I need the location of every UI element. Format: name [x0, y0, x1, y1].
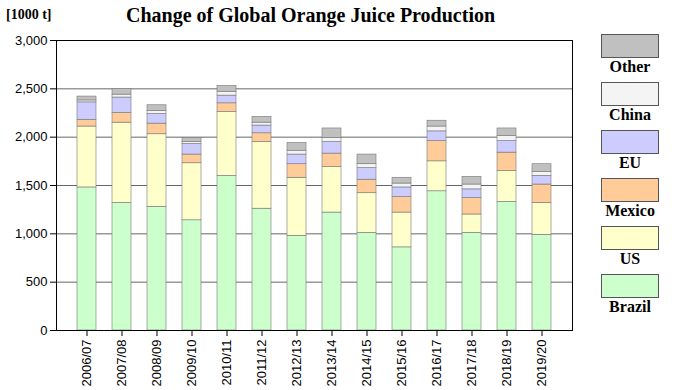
svg-text:1,500: 1,500 [15, 178, 48, 193]
html-text:[1000 t]: [1000 t] [6, 7, 52, 22]
svg-text:2013/14: 2013/14 [324, 340, 339, 387]
html-text:Other: Other [609, 58, 651, 75]
html-text:EU: EU [618, 154, 642, 171]
html-text:US: US [619, 250, 641, 267]
html-text:Brazil: Brazil [609, 298, 651, 315]
svg-text:1,000: 1,000 [15, 226, 48, 241]
svg-text:2016/17: 2016/17 [429, 340, 444, 387]
svg-text:3,000: 3,000 [15, 33, 48, 48]
svg-text:2011/12: 2011/12 [254, 340, 269, 386]
html-text:Mexico: Mexico [605, 202, 655, 219]
svg-text:2006/07: 2006/07 [79, 340, 94, 387]
svg-text:0: 0 [40, 323, 47, 338]
svg-text:2007/08: 2007/08 [114, 340, 129, 387]
svg-text:2019/20: 2019/20 [534, 340, 549, 387]
svg-text:2,500: 2,500 [15, 81, 48, 96]
svg-text:2017/18: 2017/18 [464, 340, 479, 387]
html-text:China: China [609, 106, 651, 123]
svg-text:2009/10: 2009/10 [184, 340, 199, 387]
svg-text:2,000: 2,000 [15, 129, 48, 144]
svg-text:2014/15: 2014/15 [359, 340, 374, 387]
svg-text:2018/19: 2018/19 [499, 340, 514, 387]
svg-text:2012/13: 2012/13 [289, 340, 304, 387]
html-text:Change of Global Orange Juice: Change of Global Orange Juice Production [126, 3, 496, 26]
svg-text:2010/11: 2010/11 [219, 340, 234, 386]
svg-text:500: 500 [26, 274, 48, 289]
svg-text:2015/16: 2015/16 [394, 340, 409, 387]
svg-text:2008/09: 2008/09 [149, 340, 164, 387]
